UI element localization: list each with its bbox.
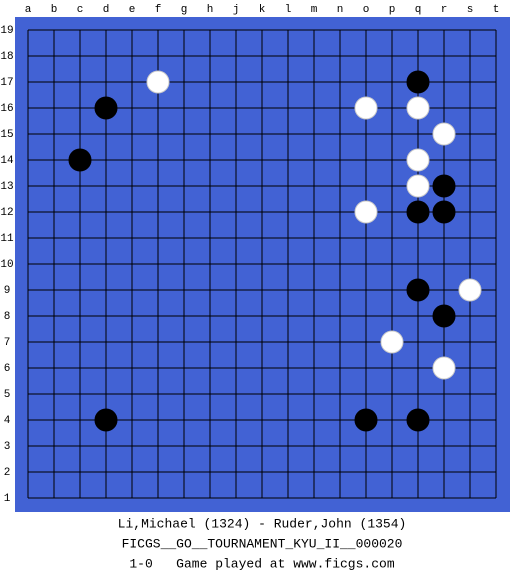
black-stone <box>406 408 430 432</box>
column-label: a <box>25 4 32 16</box>
row-label: 15 <box>0 129 13 141</box>
black-stone <box>68 148 92 172</box>
row-label: 19 <box>0 25 13 37</box>
column-label: o <box>363 4 370 16</box>
row-label: 16 <box>0 103 13 115</box>
column-label: r <box>441 4 448 16</box>
row-label: 13 <box>0 181 13 193</box>
white-stone <box>354 96 378 120</box>
white-stone <box>406 148 430 172</box>
column-label: q <box>415 4 422 16</box>
column-label: b <box>51 4 58 16</box>
column-label: k <box>259 4 266 16</box>
black-stone <box>94 96 118 120</box>
white-stone <box>432 356 456 380</box>
players: Li,Michael (1324) - Ruder,John (1354) <box>118 516 407 531</box>
column-label: h <box>207 4 214 16</box>
black-stone <box>406 70 430 94</box>
white-stone <box>432 122 456 146</box>
white-stone <box>146 70 170 94</box>
column-label: p <box>389 4 396 16</box>
black-stone <box>94 408 118 432</box>
white-stone <box>406 96 430 120</box>
white-stone <box>380 330 404 354</box>
black-stone <box>432 174 456 198</box>
event: FICGS__GO__TOURNAMENT_KYU_II__000020 <box>122 536 403 551</box>
column-label: f <box>155 4 162 16</box>
row-label: 7 <box>4 337 11 349</box>
row-label: 5 <box>4 389 11 401</box>
column-label: j <box>233 4 240 16</box>
column-label: c <box>77 4 84 16</box>
row-label: 18 <box>0 51 13 63</box>
column-label: s <box>467 4 474 16</box>
row-label: 3 <box>4 441 11 453</box>
column-label: e <box>129 4 136 16</box>
row-label: 1 <box>4 493 11 505</box>
row-label: 17 <box>0 77 13 89</box>
row-label: 12 <box>0 207 13 219</box>
row-label: 9 <box>4 285 11 297</box>
row-label: 6 <box>4 363 11 375</box>
column-label: m <box>311 4 318 16</box>
white-stone <box>406 174 430 198</box>
black-stone <box>432 304 456 328</box>
black-stone <box>406 278 430 302</box>
column-label: n <box>337 4 344 16</box>
row-label: 14 <box>0 155 14 167</box>
column-label: d <box>103 4 110 16</box>
row-label: 10 <box>0 259 13 271</box>
black-stone <box>432 200 456 224</box>
white-stone <box>458 278 482 302</box>
white-stone <box>354 200 378 224</box>
black-stone <box>354 408 378 432</box>
black-stone <box>406 200 430 224</box>
result: 1-0 Game played at www.ficgs.com <box>129 556 394 571</box>
row-label: 4 <box>4 415 11 427</box>
column-label: t <box>493 4 500 16</box>
column-label: g <box>181 4 188 16</box>
column-label: l <box>285 4 292 16</box>
row-label: 8 <box>4 311 11 323</box>
row-label: 11 <box>0 233 14 245</box>
row-label: 2 <box>4 467 11 479</box>
